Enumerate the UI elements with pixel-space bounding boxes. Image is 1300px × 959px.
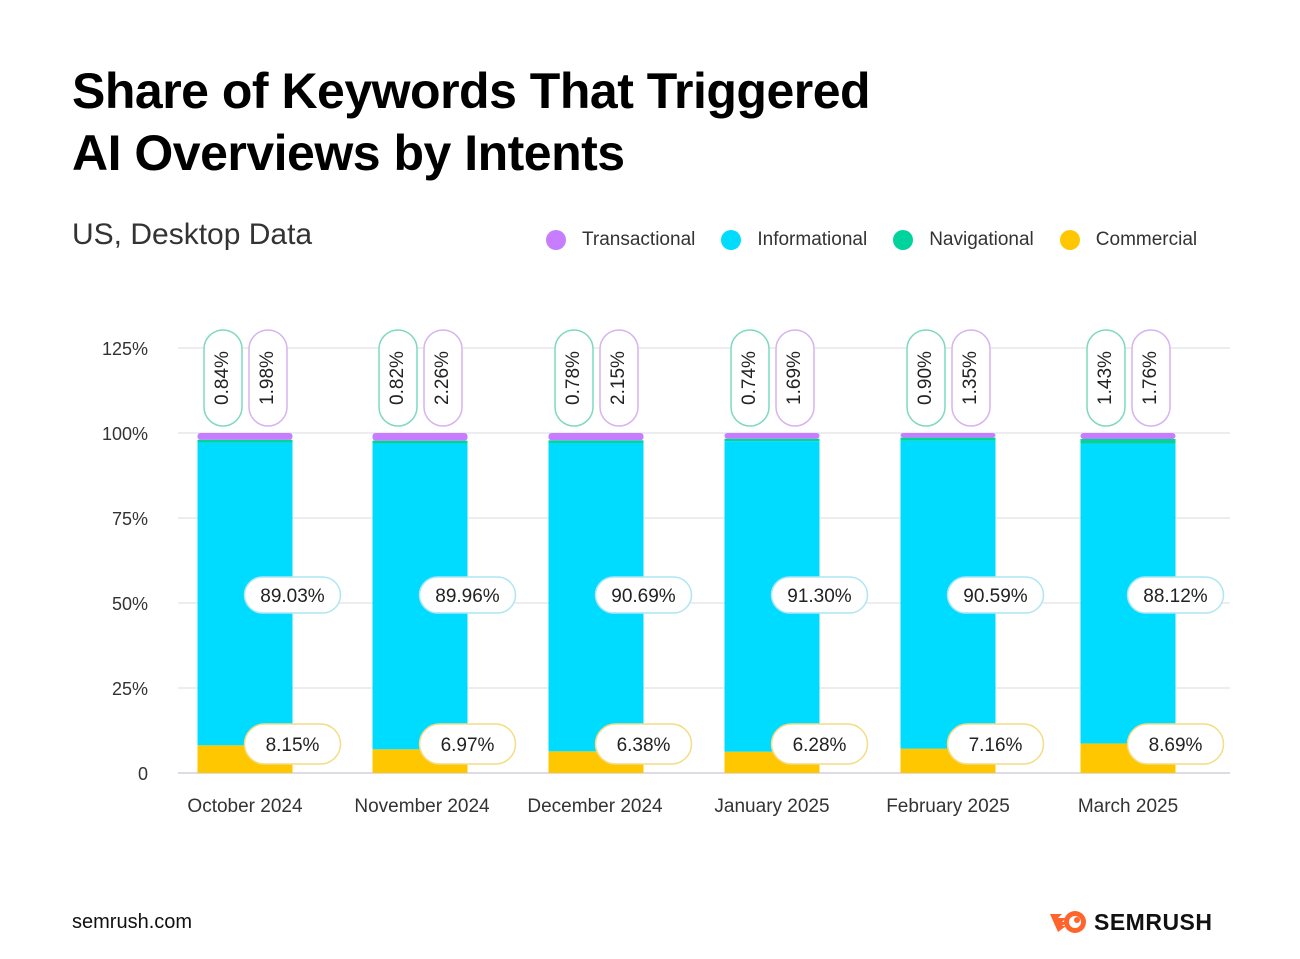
data-label-commercial: 8.15% — [266, 735, 320, 756]
legend: Transactional Informational Navigational… — [546, 229, 1197, 251]
chart-title: Share of Keywords That Triggered AI Over… — [72, 60, 871, 184]
x-tick-label: November 2024 — [354, 796, 490, 817]
data-label-transactional: 2.15% — [608, 351, 629, 405]
data-label-pill-commercial — [1126, 723, 1225, 765]
data-label-pill-navigational — [1086, 329, 1126, 427]
data-labels: 89.03% 8.15% 0.84% 1.98% 89.96% 6.97% 0.82% 2.2… — [203, 329, 1225, 765]
circle-icon — [893, 230, 914, 250]
data-label-transactional: 1.76% — [1140, 351, 1161, 405]
y-tick-label: 50% — [112, 594, 148, 614]
legend-item-transactional: Transactional — [546, 229, 695, 251]
bar-segment-navigational — [197, 439, 293, 443]
x-tick-label: February 2025 — [886, 796, 1010, 817]
data-label-commercial: 6.97% — [441, 735, 495, 756]
data-label-transactional: 2.26% — [432, 351, 453, 405]
data-label-pill-commercial — [770, 723, 869, 765]
data-label-pill-transactional — [775, 329, 815, 427]
footer-url: semrush.com — [72, 911, 193, 933]
data-label-transactional: 1.98% — [257, 351, 278, 405]
y-tick-label: 125% — [102, 339, 148, 359]
y-tick-label: 100% — [102, 424, 148, 444]
legend-item-navigational: Navigational — [893, 229, 1034, 251]
data-label-pill-navigational — [906, 329, 946, 427]
x-tick-label: March 2025 — [1078, 796, 1178, 817]
data-label-navigational: 0.74% — [739, 351, 760, 405]
data-label-informational: 90.69% — [611, 586, 676, 607]
data-label-pill-informational — [418, 576, 517, 614]
data-label-informational: 88.12% — [1143, 586, 1208, 607]
bar-segment-transactional — [372, 432, 468, 441]
bar-segment-transactional — [900, 433, 996, 438]
data-label-pill-transactional — [599, 329, 639, 427]
title-line-1: Share of Keywords That Triggered — [72, 63, 871, 119]
data-label-pill-commercial — [418, 723, 517, 765]
data-label-pill-informational — [946, 576, 1045, 614]
legend-label: Transactional — [582, 229, 696, 250]
bar-segment-transactional — [548, 433, 644, 441]
data-label-pill-informational — [243, 576, 342, 614]
data-label-informational: 89.03% — [260, 586, 325, 607]
legend-label: Informational — [757, 229, 868, 250]
bar-segment-navigational — [900, 437, 996, 441]
bar-segment-navigational — [1080, 438, 1176, 444]
data-label-pill-navigational — [730, 329, 770, 427]
bar-segment-navigational — [548, 440, 644, 443]
brand-name: SEMRUSH — [1094, 908, 1213, 935]
data-label-informational: 89.96% — [435, 586, 500, 607]
x-tick-label: January 2025 — [714, 796, 829, 817]
y-tick-label: 25% — [112, 679, 148, 699]
title-line-2: AI Overviews by Intents — [72, 125, 625, 181]
data-label-pill-commercial — [243, 723, 342, 765]
y-tick-label: 0 — [138, 764, 148, 784]
data-label-commercial: 6.38% — [617, 735, 671, 756]
bar-segment-transactional — [1080, 433, 1176, 439]
data-label-navigational: 1.43% — [1095, 351, 1116, 405]
data-label-transactional: 1.35% — [960, 351, 981, 405]
data-label-pill-navigational — [554, 329, 594, 427]
legend-label: Navigational — [929, 229, 1034, 250]
data-label-navigational: 0.90% — [915, 351, 936, 405]
bars — [197, 432, 1176, 773]
legend-item-informational: Informational — [721, 229, 867, 251]
data-label-pill-transactional — [248, 329, 288, 427]
circle-icon — [546, 230, 566, 250]
semrush-logo: SEMRUSH — [1048, 908, 1213, 936]
data-label-navigational: 0.78% — [563, 351, 584, 405]
x-tick-label: December 2024 — [527, 796, 663, 817]
grid-lines — [178, 347, 1230, 774]
y-axis: 0 25% 50% 75% 100% 125% — [102, 339, 148, 784]
data-label-informational: 91.30% — [787, 586, 852, 607]
data-label-pill-commercial — [594, 723, 693, 765]
data-label-pill-navigational — [378, 329, 418, 427]
x-axis: October 2024 November 2024 December 2024 Ja… — [187, 796, 1178, 817]
chart-subtitle: US, Desktop Data — [72, 218, 313, 251]
data-label-pill-transactional — [423, 329, 463, 427]
legend-item-commercial: Commercial — [1059, 229, 1198, 251]
data-label-pill-informational — [594, 576, 693, 614]
data-label-commercial: 7.16% — [969, 735, 1023, 756]
bar-segment-transactional — [724, 432, 820, 439]
data-label-navigational: 0.82% — [387, 351, 408, 405]
data-label-commercial: 8.69% — [1149, 735, 1203, 756]
x-tick-label: October 2024 — [187, 796, 303, 817]
data-label-pill-transactional — [951, 329, 991, 427]
data-label-commercial: 6.28% — [793, 735, 847, 756]
data-label-pill-commercial — [946, 723, 1045, 765]
bar-segment-navigational — [724, 438, 820, 442]
data-label-pill-navigational — [203, 329, 243, 427]
semrush-flame-icon — [1050, 911, 1086, 933]
bar-segment-navigational — [372, 440, 468, 444]
data-label-navigational: 0.84% — [212, 351, 233, 405]
data-label-pill-informational — [1126, 576, 1225, 614]
data-label-transactional: 1.69% — [784, 351, 805, 405]
data-label-informational: 90.59% — [963, 586, 1028, 607]
y-tick-label: 75% — [112, 509, 148, 529]
data-label-pill-transactional — [1131, 329, 1171, 427]
circle-icon — [721, 230, 742, 250]
legend-label: Commercial — [1095, 229, 1198, 250]
data-label-pill-informational — [770, 576, 869, 614]
bar-segment-transactional — [197, 433, 293, 440]
circle-icon — [1059, 230, 1080, 250]
